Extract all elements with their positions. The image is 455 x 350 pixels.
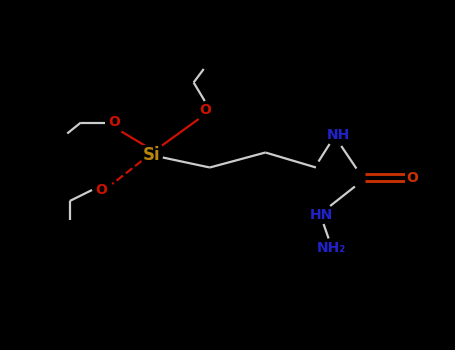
Text: O: O <box>95 183 107 197</box>
Text: NH₂: NH₂ <box>317 240 346 254</box>
Text: Si: Si <box>143 146 161 164</box>
Text: O: O <box>108 116 120 130</box>
Text: O: O <box>406 170 418 184</box>
Text: O: O <box>199 103 211 117</box>
Text: HN: HN <box>309 208 333 222</box>
Text: NH: NH <box>327 128 350 142</box>
